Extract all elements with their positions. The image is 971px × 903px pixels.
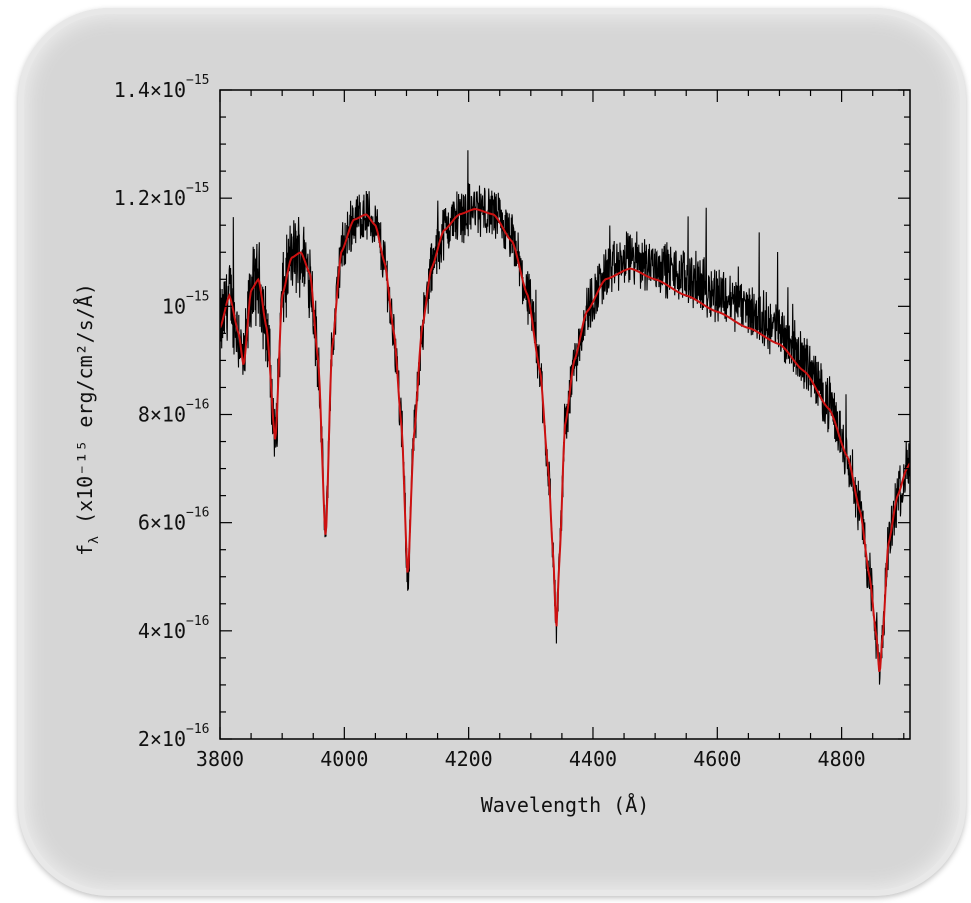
y-tick-exponent: −16	[186, 398, 209, 413]
y-tick-label: 8×10	[138, 403, 186, 427]
plot-area	[220, 150, 910, 685]
x-tick-label: 4800	[818, 747, 866, 771]
y-tick-label: 10	[162, 294, 186, 318]
observed-spectrum-line	[220, 150, 910, 685]
x-tick-label: 4000	[320, 747, 368, 771]
y-tick-label: 4×10	[138, 619, 186, 643]
y-tick-label: 1.2×10	[114, 186, 186, 210]
y-tick-label: 2×10	[138, 727, 186, 751]
y-axis-label: fλ (x10⁻¹⁵ erg/cm²/s/Å)	[73, 283, 102, 556]
y-tick-exponent: −16	[186, 506, 209, 521]
model-fit-line	[220, 207, 910, 672]
y-tick-exponent: −16	[186, 722, 209, 737]
y-tick-exponent: −15	[186, 181, 209, 196]
x-tick-label: 4600	[693, 747, 741, 771]
y-tick-exponent: −15	[186, 289, 209, 304]
x-tick-label: 3800	[196, 747, 244, 771]
y-tick-exponent: −16	[186, 614, 209, 629]
y-tick-exponent: −15	[186, 73, 209, 88]
rounded-panel-background	[18, 8, 966, 896]
x-tick-label: 4400	[569, 747, 617, 771]
y-tick-label: 1.4×10	[114, 78, 186, 102]
y-tick-label: 6×10	[138, 511, 186, 535]
x-tick-label: 4200	[445, 747, 493, 771]
x-axis-label: Wavelength (Å)	[481, 793, 650, 817]
